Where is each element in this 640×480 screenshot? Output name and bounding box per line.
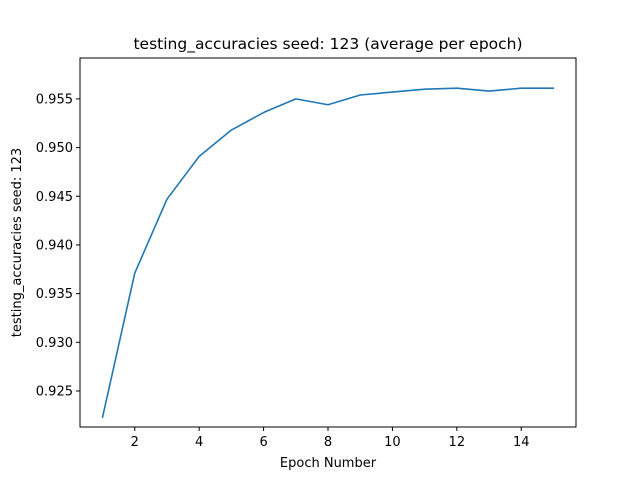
x-tick-label: 10 <box>384 435 401 450</box>
x-tick-label: 4 <box>195 435 203 450</box>
x-tick-label: 8 <box>324 435 332 450</box>
x-tick-label: 2 <box>131 435 139 450</box>
plot-area-frame <box>79 57 577 428</box>
chart-title: testing_accuracies seed: 123 (average pe… <box>133 35 522 54</box>
y-tick-label: 0.930 <box>36 336 73 351</box>
y-axis-ticks: 0.925 0.930 0.935 0.940 0.945 0.950 0.955 <box>36 92 80 399</box>
x-axis-ticks: 2 4 6 8 10 12 14 <box>131 427 530 450</box>
y-tick-label: 0.925 <box>36 384 73 399</box>
y-tick-label: 0.955 <box>36 92 73 107</box>
y-axis-label: testing_accuracies seed: 123 <box>10 148 25 337</box>
y-tick-label: 0.940 <box>36 238 73 253</box>
y-tick-label: 0.950 <box>36 141 73 156</box>
x-axis-label: Epoch Number <box>280 456 377 471</box>
x-tick-label: 6 <box>259 435 267 450</box>
x-tick-label: 12 <box>449 435 466 450</box>
x-tick-label: 14 <box>513 435 530 450</box>
y-tick-label: 0.945 <box>36 190 73 205</box>
series-line <box>101 87 555 419</box>
y-tick-label: 0.935 <box>36 287 73 302</box>
